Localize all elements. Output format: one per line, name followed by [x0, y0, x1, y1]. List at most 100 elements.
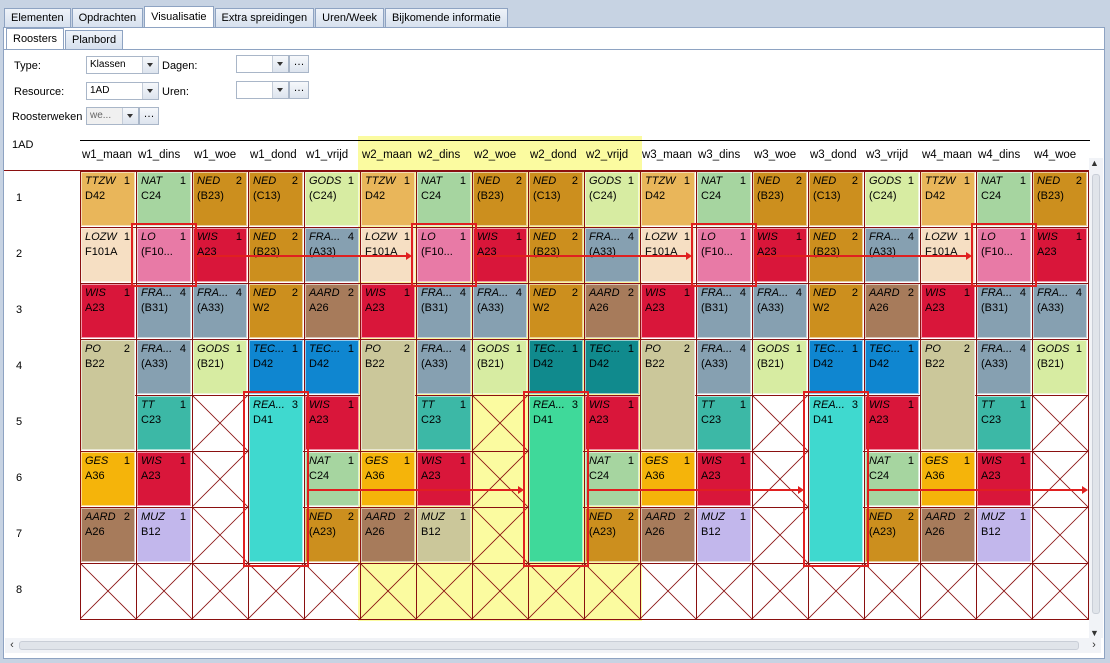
empty-slot-cross-icon[interactable]: [80, 563, 136, 619]
lesson-cell[interactable]: AARD 2 A26: [361, 508, 415, 562]
top-tab[interactable]: Extra spreidingen: [214, 8, 315, 27]
empty-slot-cross-icon[interactable]: [528, 563, 584, 619]
lesson-cell[interactable]: AARD 2 A26: [921, 508, 975, 562]
uren-combo[interactable]: [236, 81, 289, 99]
empty-slot-cross-icon[interactable]: [416, 563, 472, 619]
lesson-cell[interactable]: WIS 1 A23: [697, 452, 751, 506]
empty-slot-cross-icon[interactable]: [752, 507, 808, 563]
lesson-cell[interactable]: TTZW 1 D42: [921, 172, 975, 226]
lesson-cell[interactable]: FRA... 4 (A33): [697, 340, 751, 394]
lesson-cell[interactable]: NED 2 W2: [529, 284, 583, 338]
lesson-cell[interactable]: TEC... 1 D42: [305, 340, 359, 394]
lesson-cell[interactable]: WIS 1 A23: [81, 284, 135, 338]
lesson-cell[interactable]: MUZ 1 B12: [977, 508, 1031, 562]
lesson-cell[interactable]: FRA... 4 (B31): [137, 284, 191, 338]
empty-slot-cross-icon[interactable]: [1032, 451, 1088, 507]
lesson-cell[interactable]: NED 2 (B23): [753, 172, 807, 226]
lesson-cell[interactable]: NED 2 (B23): [1033, 172, 1087, 226]
column-header[interactable]: w3_maan: [642, 149, 692, 161]
lesson-cell[interactable]: WIS 1 A23: [417, 452, 471, 506]
column-header[interactable]: w1_vrijd: [306, 149, 349, 161]
column-header[interactable]: w3_dond: [810, 149, 857, 161]
type-combo[interactable]: Klassen: [86, 56, 159, 74]
column-header[interactable]: w4_dins: [978, 149, 1021, 161]
column-header[interactable]: w3_vrijd: [866, 149, 909, 161]
top-tab[interactable]: Uren/Week: [315, 8, 384, 27]
lesson-cell[interactable]: FRA... 4 (A33): [977, 340, 1031, 394]
lesson-cell[interactable]: TEC... 1 D42: [585, 340, 639, 394]
empty-slot-cross-icon[interactable]: [584, 563, 640, 619]
lesson-cell[interactable]: NED 2 (B23): [473, 172, 527, 226]
lesson-cell[interactable]: FRA... 4 (A33): [1033, 284, 1087, 338]
lesson-cell[interactable]: WIS 1 A23: [641, 284, 695, 338]
vertical-scrollbar[interactable]: ▲ ▼: [1089, 158, 1103, 638]
horizontal-scroll-thumb[interactable]: [19, 641, 1079, 650]
lesson-cell[interactable]: TT 1 C23: [137, 396, 191, 450]
sub-tab[interactable]: Planbord: [65, 30, 124, 49]
lesson-cell[interactable]: NAT 1 C24: [697, 172, 751, 226]
empty-slot-cross-icon[interactable]: [920, 563, 976, 619]
empty-slot-cross-icon[interactable]: [976, 563, 1032, 619]
lesson-cell[interactable]: GES 1 A36: [641, 452, 695, 506]
lesson-cell[interactable]: FRA... 4 (B31): [977, 284, 1031, 338]
empty-slot-cross-icon[interactable]: [192, 563, 248, 619]
resource-combo[interactable]: 1AD: [86, 82, 159, 100]
empty-slot-cross-icon[interactable]: [1032, 395, 1088, 451]
empty-slot-cross-icon[interactable]: [752, 563, 808, 619]
chevron-down-icon[interactable]: [142, 57, 158, 73]
lesson-cell[interactable]: AARD 2 A26: [81, 508, 135, 562]
lesson-cell[interactable]: REA... 3 D41: [249, 396, 303, 562]
empty-slot-cross-icon[interactable]: [136, 563, 192, 619]
lesson-cell[interactable]: WIS 1 A23: [1033, 228, 1087, 282]
empty-slot-cross-icon[interactable]: [752, 451, 808, 507]
empty-slot-cross-icon[interactable]: [248, 563, 304, 619]
scroll-right-icon[interactable]: ›: [1092, 639, 1096, 651]
lesson-cell[interactable]: GODS 1 (B21): [1033, 340, 1087, 394]
lesson-cell[interactable]: LO 1 (F10...: [697, 228, 751, 282]
top-tab[interactable]: Bijkomende informatie: [384, 8, 508, 27]
empty-slot-cross-icon[interactable]: [472, 507, 528, 563]
column-header[interactable]: w4_maan: [922, 149, 972, 161]
empty-slot-cross-icon[interactable]: [864, 563, 920, 619]
lesson-cell[interactable]: TT 1 C23: [977, 396, 1031, 450]
empty-slot-cross-icon[interactable]: [696, 563, 752, 619]
lesson-cell[interactable]: MUZ 1 B12: [417, 508, 471, 562]
empty-slot-cross-icon[interactable]: [192, 395, 248, 451]
chevron-down-icon[interactable]: [272, 56, 288, 72]
lesson-cell[interactable]: FRA... 4 (A33): [137, 340, 191, 394]
scroll-left-icon[interactable]: ‹: [10, 639, 14, 651]
empty-slot-cross-icon[interactable]: [472, 563, 528, 619]
lesson-cell[interactable]: GODS 1 (B21): [473, 340, 527, 394]
empty-slot-cross-icon[interactable]: [192, 451, 248, 507]
column-header[interactable]: w4_woe: [1034, 149, 1077, 161]
lesson-cell[interactable]: NED 2 (C13): [529, 172, 583, 226]
empty-slot-cross-icon[interactable]: [360, 563, 416, 619]
lesson-cell[interactable]: MUZ 1 B12: [137, 508, 191, 562]
lesson-cell[interactable]: NAT 1 C24: [137, 172, 191, 226]
lesson-cell[interactable]: NAT 1 C24: [417, 172, 471, 226]
lesson-cell[interactable]: GODS 1 (C24): [585, 172, 639, 226]
chevron-down-icon[interactable]: [142, 83, 158, 99]
lesson-cell[interactable]: WIS 1 A23: [361, 284, 415, 338]
lesson-cell[interactable]: WIS 1 A23: [977, 452, 1031, 506]
lesson-cell[interactable]: GODS 1 (C24): [865, 172, 919, 226]
empty-slot-cross-icon[interactable]: [304, 563, 360, 619]
roosterweken-combo[interactable]: we...: [86, 107, 139, 125]
lesson-cell[interactable]: FRA... 4 (A33): [753, 284, 807, 338]
lesson-cell[interactable]: WIS 1 A23: [305, 396, 359, 450]
column-header[interactable]: w1_dins: [138, 149, 181, 161]
lesson-cell[interactable]: FRA... 4 (A33): [193, 284, 247, 338]
lesson-cell[interactable]: NED 2 (C13): [809, 172, 863, 226]
lesson-cell[interactable]: FRA... 4 (A33): [417, 340, 471, 394]
lesson-cell[interactable]: FRA... 4 (B31): [417, 284, 471, 338]
lesson-cell[interactable]: AARD 2 A26: [305, 284, 359, 338]
column-header[interactable]: w2_vrijd: [586, 149, 629, 161]
column-header[interactable]: w2_dins: [418, 149, 461, 161]
column-header[interactable]: w3_dins: [698, 149, 741, 161]
lesson-cell[interactable]: WIS 1 A23: [137, 452, 191, 506]
lesson-cell[interactable]: PO 2 B22: [81, 340, 135, 450]
dagen-combo[interactable]: [236, 55, 289, 73]
lesson-cell[interactable]: NAT 1 C24: [305, 452, 359, 506]
column-header[interactable]: w2_dond: [530, 149, 577, 161]
empty-slot-cross-icon[interactable]: [472, 395, 528, 451]
